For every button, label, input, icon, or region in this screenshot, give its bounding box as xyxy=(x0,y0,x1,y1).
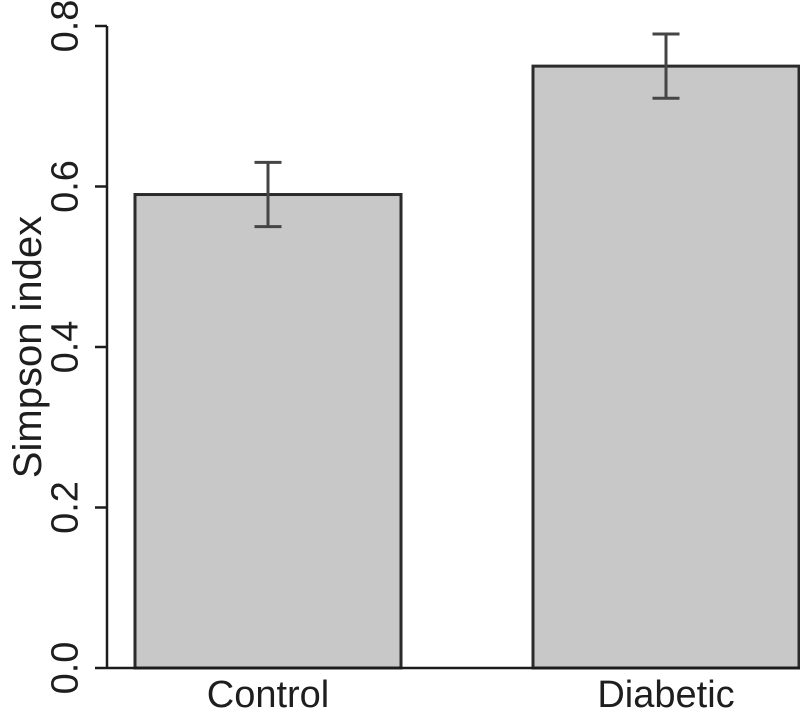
y-tick-label: 0.0 xyxy=(44,642,86,695)
x-category-label: Diabetic xyxy=(597,674,734,713)
y-tick-label: 0.4 xyxy=(44,321,86,374)
y-tick-label: 0.2 xyxy=(44,481,86,534)
x-category-label: Control xyxy=(207,674,330,713)
y-axis-title: Simpson index xyxy=(6,216,50,478)
bar-diabetic xyxy=(531,64,800,670)
y-tick-label: 0.8 xyxy=(44,0,86,52)
y-tick-label: 0.6 xyxy=(44,160,86,213)
bar-control xyxy=(133,193,403,670)
